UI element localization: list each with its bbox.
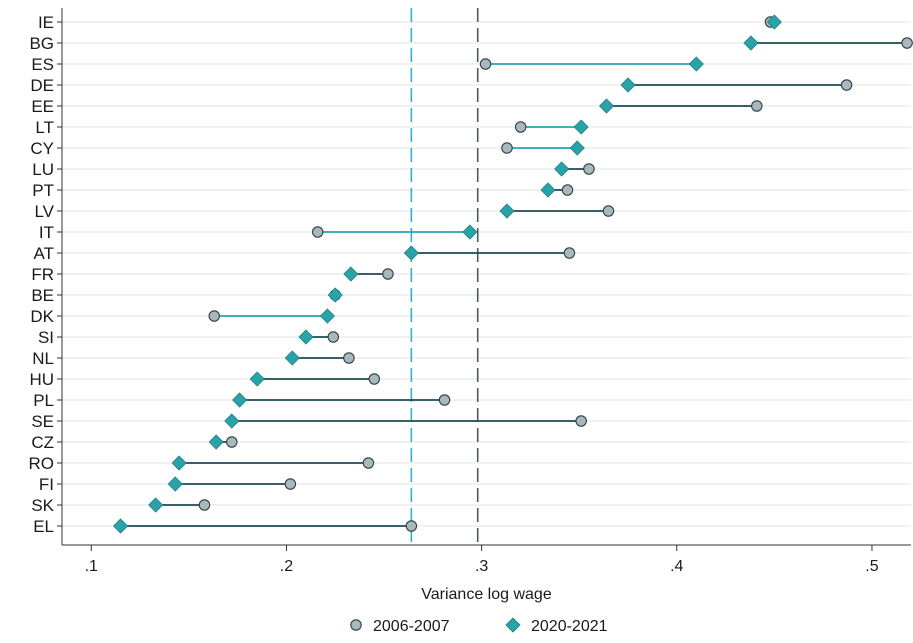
- marker-2006-2007-si: [327, 331, 340, 343]
- marker-2006-2007-hu: [368, 373, 381, 385]
- legend-label-2006-2007: 2006-2007: [373, 618, 450, 635]
- data-markers: [112, 14, 913, 534]
- country-label-lu: LU: [32, 160, 54, 179]
- marker-2020-2021-ee: [598, 98, 615, 114]
- marker-2006-2007-it: [311, 226, 324, 238]
- marker-2020-2021-lt: [573, 119, 589, 135]
- country-label-de: DE: [30, 76, 54, 95]
- country-label-sk: SK: [31, 496, 54, 515]
- marker-2020-2021-bg: [743, 35, 759, 51]
- marker-2020-2021-pt: [540, 182, 556, 198]
- legend-marker-2006-2007: [350, 619, 362, 631]
- marker-2006-2007-fi: [284, 478, 297, 490]
- marker-2020-2021-ro: [171, 455, 187, 471]
- country-label-es: ES: [31, 55, 54, 74]
- country-label-ro: RO: [29, 454, 55, 473]
- marker-2006-2007-dk: [208, 310, 220, 322]
- reference-lines: [410, 8, 479, 545]
- country-label-at: AT: [34, 244, 54, 263]
- legend-marker-2020-2021: [505, 617, 521, 633]
- marker-2020-2021-el: [112, 518, 129, 534]
- marker-2020-2021-fr: [343, 266, 359, 282]
- country-label-dk: DK: [30, 307, 54, 326]
- x-tick-label: .4: [670, 558, 683, 575]
- marker-2020-2021-lv: [499, 203, 515, 219]
- marker-2020-2021-lu: [554, 161, 570, 177]
- marker-2020-2021-fi: [167, 476, 183, 492]
- marker-2006-2007-ro: [362, 457, 375, 469]
- marker-2020-2021-pl: [232, 392, 248, 408]
- x-axis-title: Variance log wage: [421, 586, 552, 603]
- marker-2020-2021-de: [620, 77, 636, 93]
- marker-2006-2007-lt: [514, 121, 527, 133]
- marker-2006-2007-lv: [602, 205, 615, 217]
- plot-frame: [61, 8, 911, 546]
- marker-2006-2007-se: [575, 415, 587, 427]
- marker-2006-2007-cy: [501, 142, 513, 154]
- country-label-lt: LT: [35, 118, 54, 137]
- marker-2006-2007-el: [405, 520, 418, 532]
- legend-label-2020-2021: 2020-2021: [531, 618, 608, 635]
- marker-2020-2021-ie: [766, 14, 782, 30]
- country-label-pt: PT: [32, 181, 54, 200]
- marker-2006-2007-nl: [343, 352, 355, 364]
- country-label-pl: PL: [33, 391, 54, 410]
- country-labels: IE BG ES DE EE LT CY LU PT LV IT AT FR BE DK SI NL HU PL SE…: [29, 13, 62, 536]
- marker-2006-2007-es: [479, 58, 492, 70]
- country-label-fr: FR: [31, 265, 54, 284]
- country-label-nl: NL: [32, 349, 54, 368]
- marker-2020-2021-es: [688, 56, 704, 72]
- legend: 2006-2007 2020-2021: [350, 617, 608, 635]
- marker-2006-2007-cz: [226, 436, 238, 448]
- country-label-el: EL: [33, 517, 54, 536]
- country-label-si: SI: [38, 328, 54, 347]
- marker-2006-2007-ee: [751, 100, 763, 112]
- marker-2006-2007-de: [840, 79, 853, 91]
- marker-2020-2021-cy: [569, 140, 585, 156]
- marker-2006-2007-pl: [438, 394, 451, 406]
- country-label-ee: EE: [31, 97, 54, 116]
- country-label-lv: LV: [34, 202, 54, 221]
- grid-lines: [62, 21, 911, 527]
- country-label-cy: CY: [30, 139, 54, 158]
- marker-2006-2007-at: [563, 247, 576, 259]
- marker-2006-2007-lu: [583, 163, 595, 175]
- country-label-fi: FI: [39, 475, 54, 494]
- marker-2020-2021-at: [403, 245, 419, 261]
- country-label-ie: IE: [38, 13, 54, 32]
- marker-2020-2021-sk: [148, 497, 164, 513]
- x-tick-label: .5: [865, 558, 878, 575]
- x-tick-label: .3: [475, 558, 488, 575]
- country-label-it: IT: [39, 223, 54, 242]
- marker-2020-2021-si: [298, 329, 314, 345]
- marker-2006-2007-fr: [382, 268, 394, 280]
- x-axis: .1 .2 .3 .4 .5: [85, 545, 879, 575]
- x-tick-label: .2: [280, 558, 293, 575]
- marker-2020-2021-cz: [208, 434, 224, 450]
- marker-2006-2007-pt: [561, 184, 574, 196]
- x-tick-label: .1: [85, 558, 98, 575]
- marker-2006-2007-sk: [198, 499, 211, 511]
- country-label-se: SE: [31, 412, 54, 431]
- marker-2020-2021-se: [224, 413, 240, 429]
- marker-2006-2007-bg: [901, 37, 913, 49]
- marker-2020-2021-nl: [284, 350, 300, 366]
- marker-2020-2021-dk: [319, 308, 336, 324]
- marker-2020-2021-hu: [249, 371, 265, 387]
- marker-2020-2021-it: [462, 224, 478, 240]
- country-label-bg: BG: [29, 34, 54, 53]
- country-label-be: BE: [31, 286, 54, 305]
- country-label-hu: HU: [29, 370, 54, 389]
- country-label-cz: CZ: [31, 433, 54, 452]
- marker-2020-2021-be: [327, 287, 343, 303]
- connector-lines: [120, 21, 908, 527]
